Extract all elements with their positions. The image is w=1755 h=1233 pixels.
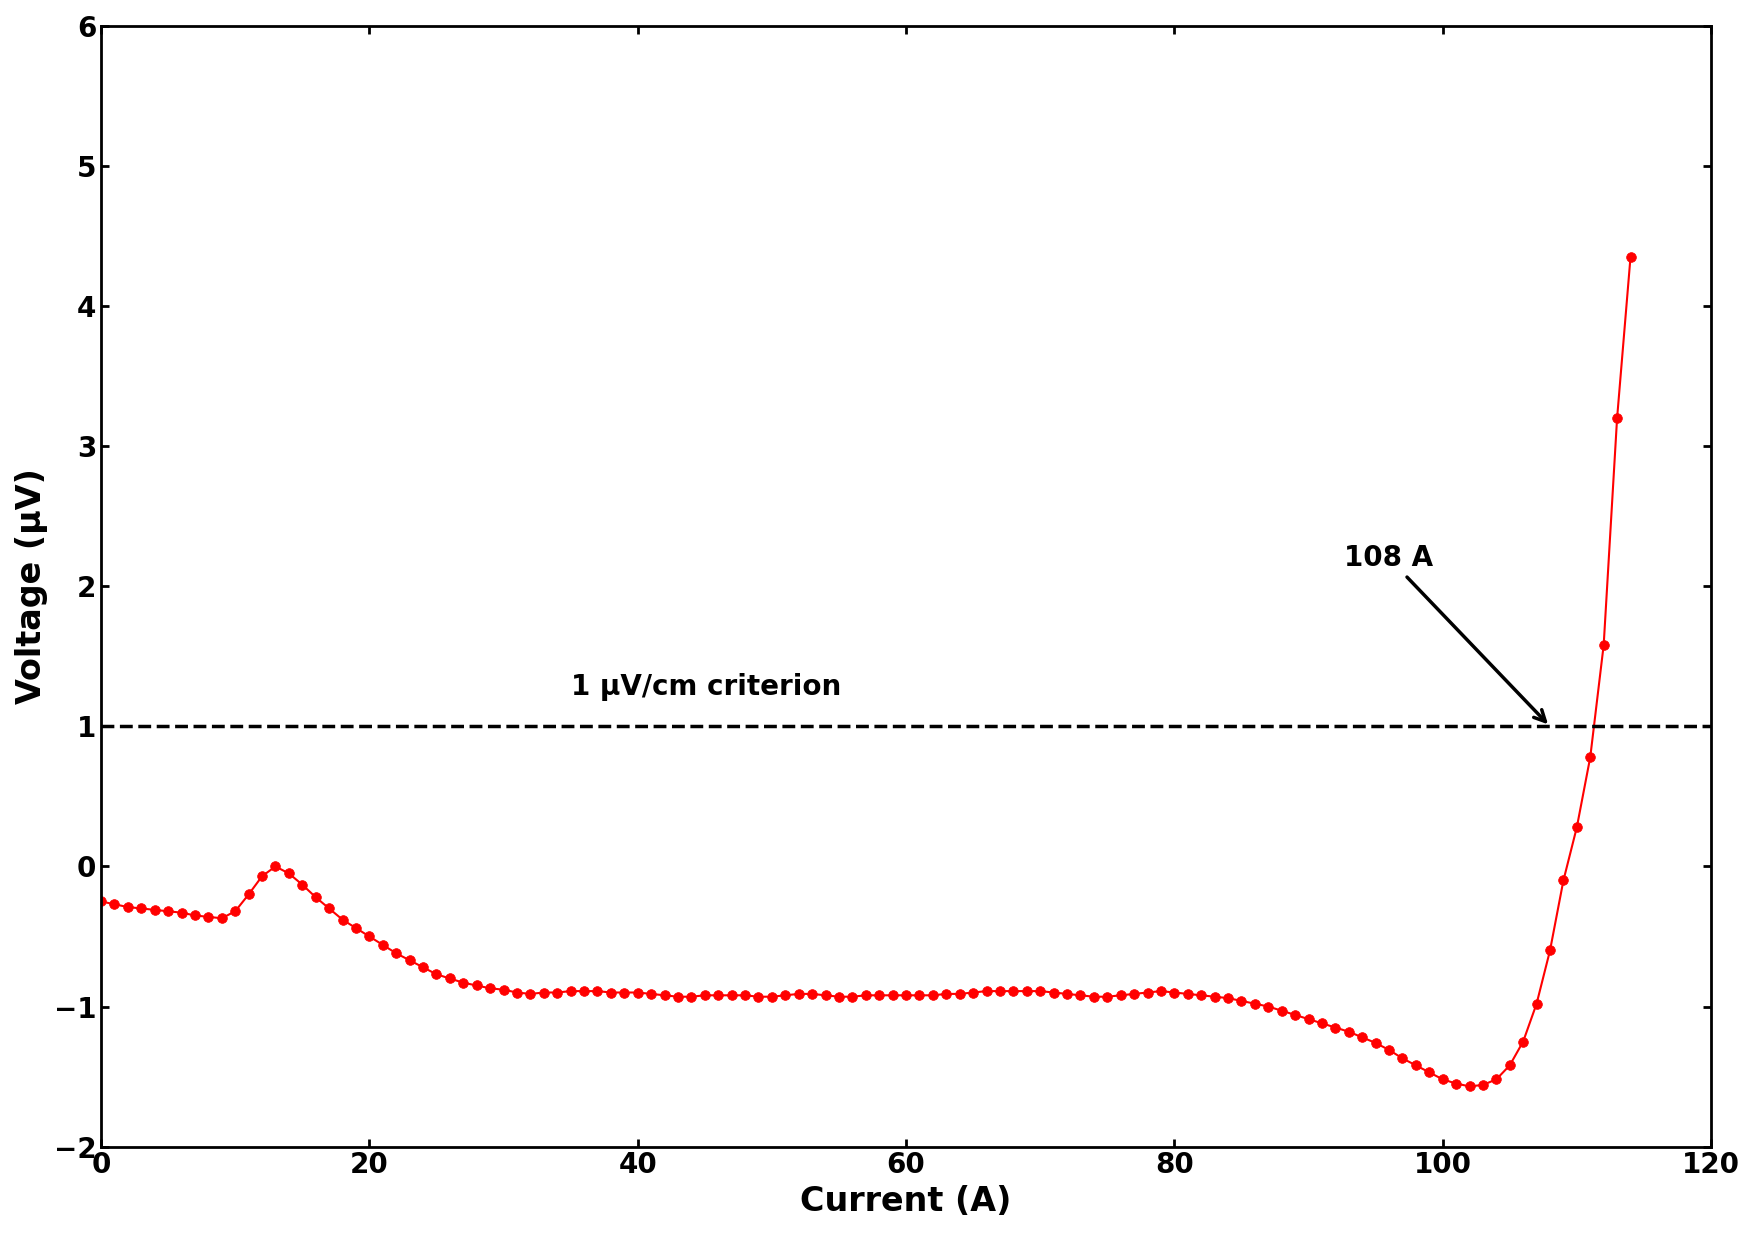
Text: 108 A: 108 A xyxy=(1344,544,1546,721)
X-axis label: Current (A): Current (A) xyxy=(800,1185,1011,1218)
Text: 1 μV/cm criterion: 1 μV/cm criterion xyxy=(570,673,841,702)
Y-axis label: Voltage (μV): Voltage (μV) xyxy=(16,469,47,704)
